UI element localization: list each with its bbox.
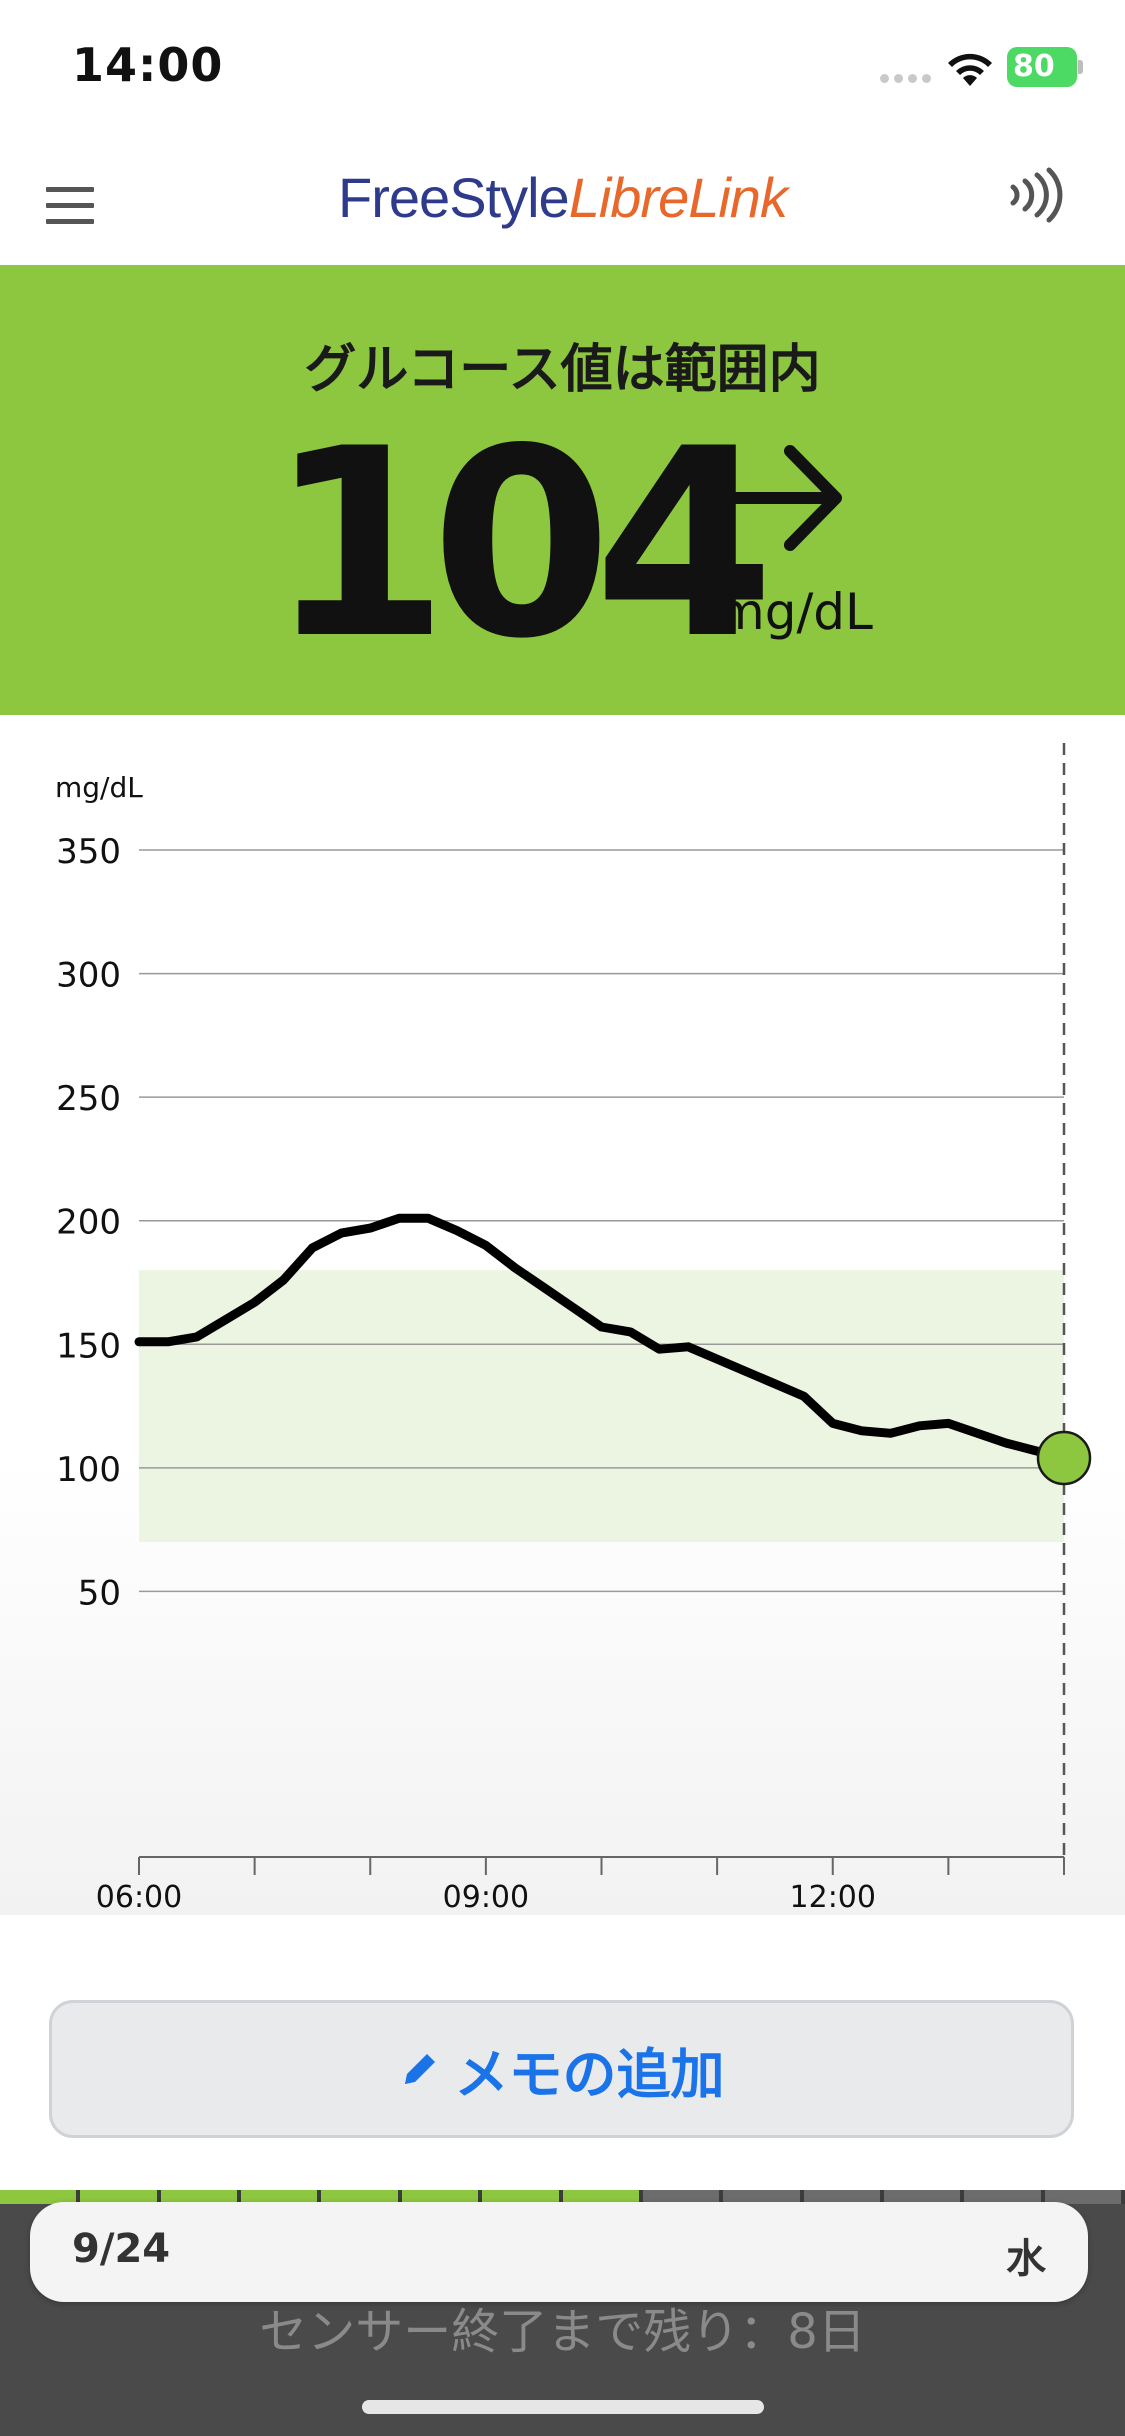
cellular-signal-icon <box>880 74 931 83</box>
current-glucose-point <box>1036 1430 1092 1486</box>
pencil-icon <box>404 2054 435 2084</box>
y-tick-label: 350 <box>56 832 121 872</box>
sensor-progress-bar <box>0 2190 1125 2204</box>
arrow-right-icon <box>728 445 842 551</box>
x-tick-label: 12:00 <box>790 1880 876 1915</box>
add-memo-button[interactable]: メモの追加 <box>49 2000 1074 2138</box>
glucose-chart: 50 100 150 200 250 300 350 06:00 09:00 12:00 mg/… <box>0 715 1125 1915</box>
y-tick-label: 150 <box>56 1326 121 1366</box>
battery-icon: 80 <box>1007 47 1077 87</box>
app-logo: FreeStyleLibreLink <box>0 165 1125 231</box>
y-axis-unit: mg/dL <box>55 771 143 804</box>
menu-icon[interactable] <box>46 187 94 225</box>
date-label: 9/24 <box>72 2226 171 2272</box>
wifi-icon <box>948 53 992 86</box>
status-time: 14:00 <box>72 38 224 92</box>
glucose-banner: グルコース値は範囲内 104 mg/dL <box>0 265 1125 715</box>
y-tick-label: 50 <box>78 1573 121 1613</box>
nfc-scan-icon[interactable] <box>1005 165 1065 225</box>
battery-level: 80 <box>1013 49 1055 84</box>
x-tick-label: 06:00 <box>96 1880 182 1915</box>
status-bar: 14:00 80 <box>0 0 1125 135</box>
y-tick-label: 200 <box>56 1203 121 1243</box>
logo-freestyle: FreeStyle <box>338 166 570 229</box>
logo-librelink: LibreLink <box>568 166 788 229</box>
weekday-label: 水 <box>1006 2236 1046 2282</box>
glucose-line <box>134 1213 1069 1463</box>
glucose-status-text: グルコース値は範囲内 <box>304 340 821 400</box>
x-tick-label: 09:00 <box>443 1880 529 1915</box>
sensor-remaining-text: センサー終了まで残り：8日 <box>259 2304 866 2360</box>
home-indicator <box>362 2400 764 2414</box>
y-tick-label: 250 <box>56 1079 121 1119</box>
date-selector[interactable]: 9/24 水 <box>30 2202 1088 2302</box>
y-tick-label: 300 <box>56 956 121 996</box>
footer: 9/24 水 センサー終了まで残り：8日 <box>0 2190 1125 2436</box>
app-header: FreeStyleLibreLink <box>0 135 1125 265</box>
glucose-value: 104 <box>268 394 775 696</box>
battery-tip <box>1078 60 1083 74</box>
y-tick-label: 100 <box>56 1450 121 1490</box>
add-memo-label: メモの追加 <box>454 2042 725 2106</box>
target-range-band <box>139 1270 1064 1542</box>
glucose-chart-svg: 50 100 150 200 250 300 350 06:00 09:00 12:00 mg/… <box>55 743 1092 1915</box>
unit-label: mg/dL <box>716 583 873 641</box>
